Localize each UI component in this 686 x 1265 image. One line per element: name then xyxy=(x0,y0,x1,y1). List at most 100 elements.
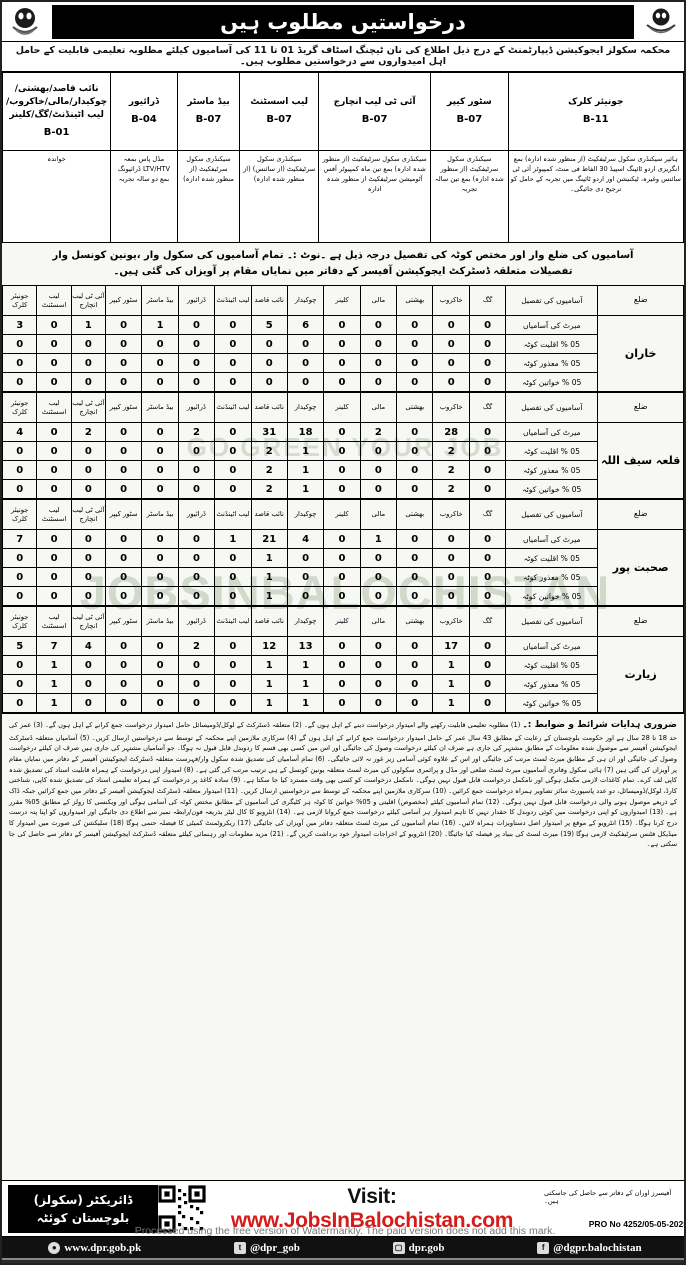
vacancy-count-cell: 0 xyxy=(359,567,398,587)
vacancy-count-cell: 0 xyxy=(177,353,216,373)
col-header-district: ضلع xyxy=(597,606,684,637)
vacancy-count-cell: 0 xyxy=(141,636,179,656)
col-header-post: نائب قاصد xyxy=(250,285,288,316)
col-header-post: لیب اٹینڈنٹ xyxy=(214,606,252,637)
vacancy-count-cell: 0 xyxy=(36,529,72,549)
globe-icon: ● xyxy=(48,1241,61,1254)
col-header-district: ضلع xyxy=(597,392,684,423)
vacancy-count-cell: 0 xyxy=(214,422,252,442)
qr-code-icon[interactable] xyxy=(158,1184,206,1233)
visit-url[interactable]: Visit: www.JobsInBalochistan.com xyxy=(206,1185,538,1233)
table-row: 05 % اقلیت کوٹہ 0 1 0 0 0 1 1 0 0 0 0 0 1 0 xyxy=(2,655,684,675)
col-header-post: چوکیدار xyxy=(286,285,325,316)
vacancy-count-cell: 0 xyxy=(36,479,72,499)
vacancy-count-cell: 0 xyxy=(70,529,106,549)
social-handle[interactable]: @dgpr.balochistan xyxy=(553,1241,642,1254)
watermarkly-notice: Processed using the free version of Wate… xyxy=(134,1225,556,1237)
vacancy-count-cell: 1 xyxy=(286,479,325,499)
col-header-post: گگ xyxy=(468,499,507,530)
vacancy-count-cell: 0 xyxy=(468,460,507,480)
vacancy-count-cell: 0 xyxy=(141,422,179,442)
vacancy-count-cell: 0 xyxy=(432,586,470,606)
row-label-cell: 05 % خواتین کوٹہ xyxy=(505,372,599,392)
balochistan-government-emblem-icon xyxy=(2,3,48,41)
vacancy-count-cell: 0 xyxy=(70,334,106,354)
vacancy-count-cell: 0 xyxy=(214,636,252,656)
vacancy-count-cell: 1 xyxy=(432,693,470,713)
col-header-post: ڈرائیور xyxy=(177,499,216,530)
col-header-post: بیڈ ماسٹر xyxy=(141,499,179,530)
district-name-cell: زیارت xyxy=(597,636,684,713)
vacancy-count-cell: 0 xyxy=(214,567,252,587)
col-header-post: بیڈ ماسٹر xyxy=(141,606,179,637)
col-header-post: لیب اٹینڈنٹ xyxy=(214,285,252,316)
vacancy-count-cell: 1 xyxy=(286,693,325,713)
col-header-detail: آسامیوں کی تفصیل xyxy=(505,606,599,637)
vacancy-count-cell: 1 xyxy=(214,529,252,549)
vacancy-count-cell: 0 xyxy=(141,655,179,675)
vacancy-count-cell: 0 xyxy=(323,353,361,373)
instructions-block: ضروری ہدایات شرائط و ضوابط :۔ (1) مطلوبہ… xyxy=(2,713,684,853)
vacancy-count-cell: 0 xyxy=(70,372,106,392)
district-header-row: ضلع آسامیوں کی تفصیل گگ خاکروب بھشتی مالی کلین… xyxy=(2,392,684,423)
vacancy-count-cell: 0 xyxy=(359,460,398,480)
vacancy-note-line1: آسامیوں کی ضلع وار اور مختص کوٹہ کی تفصی… xyxy=(52,250,634,261)
vacancy-count-cell: 1 xyxy=(359,529,398,549)
vacancy-count-cell: 0 xyxy=(104,441,143,461)
vacancy-count-cell: 0 xyxy=(396,334,434,354)
col-header-post: گگ xyxy=(468,392,507,423)
col-header-post: جونیئر کلرک xyxy=(2,285,38,316)
vacancy-count-cell: 0 xyxy=(36,441,72,461)
vacancy-count-cell: 0 xyxy=(468,422,507,442)
vacancy-count-cell: 0 xyxy=(104,567,143,587)
social-item-facebook[interactable]: f @dgpr.balochistan xyxy=(537,1241,642,1254)
district-header-row: ضلع آسامیوں کی تفصیل گگ خاکروب بھشتی مالی کلین… xyxy=(2,606,684,637)
vacancy-count-cell: 1 xyxy=(250,548,288,568)
col-header-post: بھشتی xyxy=(396,392,434,423)
visit-url-block[interactable]: Visit: www.JobsInBalochistan.com xyxy=(206,1185,538,1233)
vacancy-count-cell: 0 xyxy=(36,548,72,568)
row-label-cell: 05 % اقلیت کوٹہ xyxy=(505,334,599,354)
col-header-post: ڈرائیور xyxy=(177,606,216,637)
vacancy-count-cell: 0 xyxy=(177,586,216,606)
col-header-post: بھشتی xyxy=(396,499,434,530)
vacancy-count-cell: 0 xyxy=(177,441,216,461)
vacancy-count-cell: 0 xyxy=(468,334,507,354)
vacancy-count-cell: 0 xyxy=(141,548,179,568)
social-item-twitter[interactable]: t @dpr_gob xyxy=(233,1241,300,1254)
post-bps: B-07 xyxy=(266,113,293,125)
vacancy-count-cell: 0 xyxy=(214,655,252,675)
row-label-cell: میرٹ کی آسامیاں xyxy=(505,422,599,442)
vacancy-count-cell: 0 xyxy=(36,334,72,354)
post-title-cell: آئی ٹی لیب انچارج B-07 xyxy=(318,72,432,151)
social-item-instagram[interactable]: ▢ dpr.gob xyxy=(392,1241,445,1254)
social-handle[interactable]: dpr.gob xyxy=(408,1241,445,1254)
vacancy-count-cell: 0 xyxy=(323,441,361,461)
vacancy-count-cell: 0 xyxy=(359,315,398,335)
vacancy-count-cell: 0 xyxy=(104,655,143,675)
post-qualification-cell: سیکنڈری سکول سرٹیفکیٹ (از منظور شدہ ادار… xyxy=(176,150,241,243)
vacancy-count-cell: 0 xyxy=(70,674,106,694)
vacancy-count-cell: 0 xyxy=(70,479,106,499)
signature-line1: ڈائریکٹر (سکولز) xyxy=(33,1192,133,1207)
vacancy-count-cell: 0 xyxy=(2,372,38,392)
post-bps: B-11 xyxy=(582,113,609,125)
vacancy-count-cell: 0 xyxy=(359,586,398,606)
social-handle[interactable]: www.dpr.gob.pk xyxy=(64,1241,142,1254)
social-handle[interactable]: @dpr_gob xyxy=(249,1241,300,1254)
social-item-website[interactable]: ● www.dpr.gob.pk xyxy=(48,1241,142,1254)
vacancy-count-cell: 7 xyxy=(2,529,38,549)
col-header-post: لیب اٹینڈنٹ xyxy=(214,499,252,530)
table-row: قلعہ سیف اللہ میرٹ کی آسامیاں 0 28 0 2 0 18 31 0 2… xyxy=(2,422,684,499)
vacancy-count-cell: 1 xyxy=(286,460,325,480)
vacancy-count-cell: 0 xyxy=(323,422,361,442)
vacancy-count-cell: 0 xyxy=(104,693,143,713)
vacancy-count-cell: 2 xyxy=(70,422,106,442)
col-header-post: آئی ٹی لیب انچارج xyxy=(70,606,106,637)
vacancy-count-cell: 0 xyxy=(396,460,434,480)
vacancy-count-cell: 0 xyxy=(468,353,507,373)
post-qualification-cell: خواندہ xyxy=(2,150,112,243)
col-header-post: ڈرائیور xyxy=(177,285,216,316)
vacancy-count-cell: 0 xyxy=(214,441,252,461)
visit-url-text[interactable]: www.JobsInBalochistan.com xyxy=(230,1208,514,1232)
